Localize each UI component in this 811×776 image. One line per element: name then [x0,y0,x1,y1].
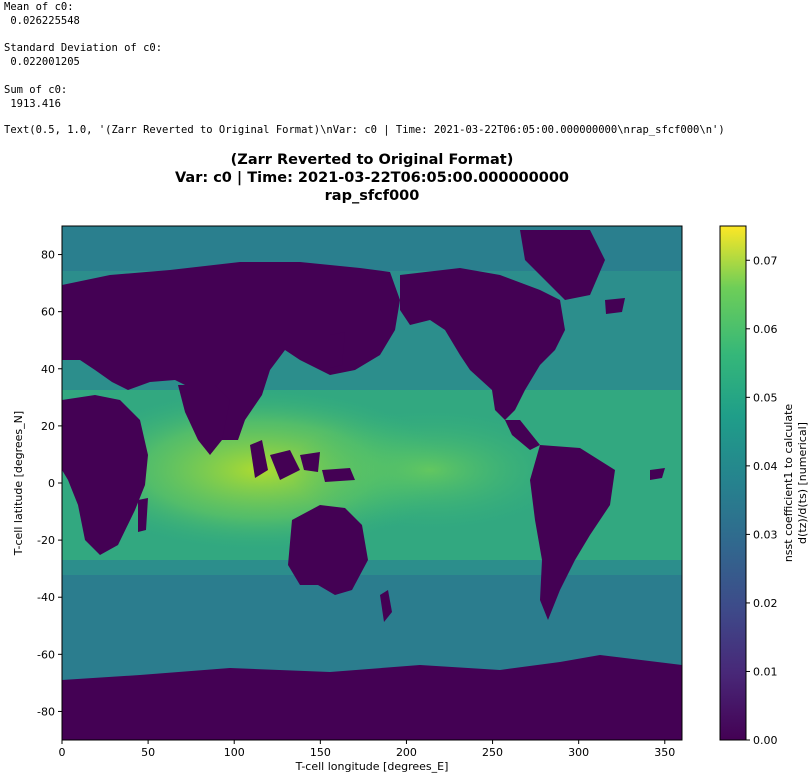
y-tick-label: -60 [37,648,55,661]
x-tick-label: 350 [654,746,675,759]
y-tick-label: 0 [48,477,55,490]
colorbar [719,225,747,741]
x-tick-label: 0 [59,746,66,759]
land-mask [62,230,682,740]
colorbar-tick-label: 0.05 [753,391,778,404]
chart-title-line-1: (Zarr Reverted to Original Format) [230,152,514,168]
colorbar-tick-label: 0.02 [753,597,778,610]
y-tick-label: -40 [37,591,55,604]
y-tick-label: 40 [41,363,55,376]
chart-title-line-2: Var: c0 | Time: 2021-03-22T06:05:00.0000… [174,170,570,186]
colorbar-label-line-1: nsst coefficient1 to calculate [782,404,795,563]
y-axis: -80 -60 -40 -20 0 20 40 60 80 [37,249,62,718]
colorbar-tick-label: 0.00 [753,734,778,747]
text-repr-output: Text(0.5, 1.0, '(Zarr Reverted to Origin… [4,124,725,136]
x-tick-label: 200 [396,746,417,759]
y-axis-label: T-cell latitude [degrees_N] [12,411,25,556]
map-field [62,226,682,740]
x-tick-label: 300 [568,746,589,759]
std-label: Standard Deviation of c0: [4,42,163,54]
colorbar-tick-label: 0.03 [753,528,778,541]
std-value: 0.022001205 [4,56,80,68]
colorbar-label-line-2: d(tz)/d(ts) [numerical] [796,422,809,544]
x-axis-label: T-cell longitude [degrees_E] [295,760,449,773]
colorbar-tick-label: 0.01 [753,665,778,678]
mean-label: Mean of c0: [4,1,74,13]
x-axis: 0 50 100 150 200 250 300 350 [59,740,675,759]
y-tick-label: -20 [37,534,55,547]
y-tick-label: 80 [41,249,55,262]
x-tick-label: 150 [310,746,331,759]
x-tick-label: 50 [141,746,155,759]
sum-value: 1913.416 [4,98,61,110]
y-tick-label: -80 [37,705,55,718]
sum-label: Sum of c0: [4,84,68,96]
colorbar-axis: 0.00 0.01 0.02 0.03 0.04 0.05 0.06 0.07 [746,254,778,747]
y-tick-label: 20 [41,420,55,433]
colorbar-tick-label: 0.06 [753,323,778,336]
x-tick-label: 250 [482,746,503,759]
chart-title-line-3: rap_sfcf000 [324,188,420,204]
x-tick-label: 100 [224,746,245,759]
colorbar-tick-label: 0.07 [753,254,778,267]
pacific-warm-region [290,410,570,530]
colorbar-tick-label: 0.04 [753,460,778,473]
mean-value: 0.026225548 [4,15,80,27]
y-tick-label: 60 [41,306,55,319]
